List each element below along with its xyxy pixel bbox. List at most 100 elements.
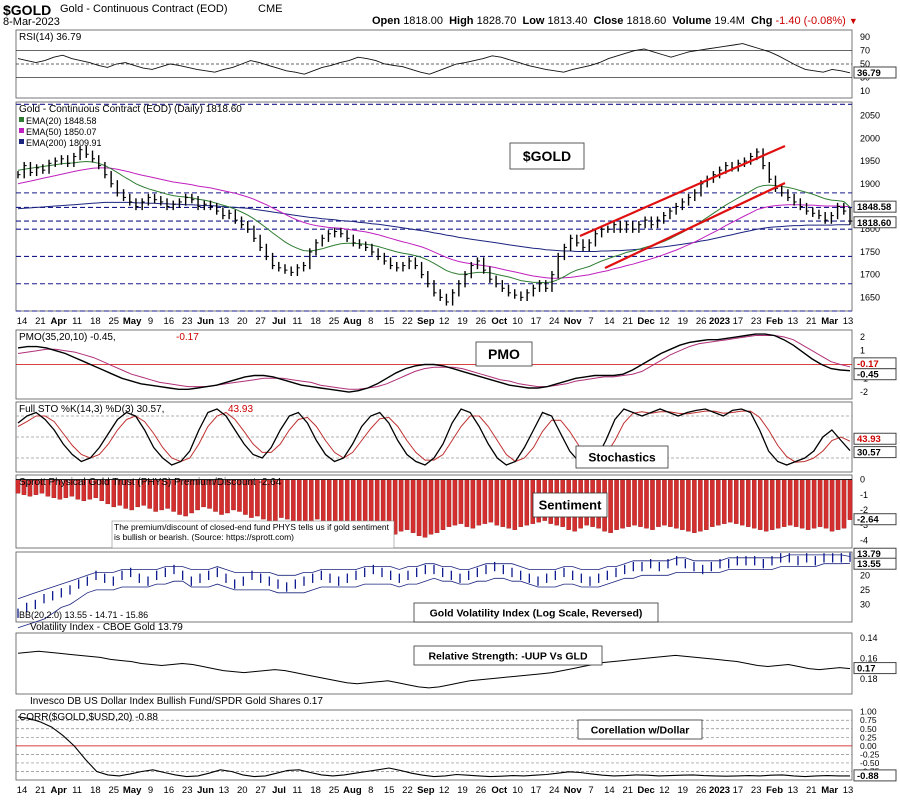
stoch-d-last-value-box	[853, 432, 897, 445]
x-axis-label: Sep	[417, 316, 435, 327]
x-axis-label: Dec	[637, 316, 654, 327]
x-axis-label: 23	[751, 785, 762, 796]
x-axis-label: Dec	[637, 785, 654, 796]
sentiment-bar	[291, 479, 296, 523]
sentiment-last-value-box	[853, 513, 897, 526]
sentiment-bar	[763, 479, 769, 532]
relstrength-last-value: 0.17	[857, 664, 876, 675]
sentiment-bar	[740, 479, 745, 526]
x-axis-label: 22	[402, 316, 413, 327]
corr-annotation-box	[577, 719, 703, 740]
symbol-label: $GOLD	[3, 2, 52, 18]
x-axis-label: 21	[622, 785, 633, 796]
x-axis-label: 26	[476, 785, 487, 796]
relstrength-annotation-box	[413, 645, 603, 666]
sentiment-bar	[728, 479, 733, 523]
sentiment-bar	[817, 479, 823, 527]
sentiment-bar	[662, 479, 667, 526]
x-axis-label: Mar	[821, 785, 838, 796]
x-axis-label: 17	[531, 785, 542, 796]
gvz-bb-lower-value-box	[853, 557, 897, 570]
sentiment-bar	[626, 479, 631, 527]
sentiment-bar	[620, 479, 625, 529]
x-axis-label: 19	[678, 785, 689, 796]
sentiment-bar	[350, 479, 356, 527]
rsi-last-value-box	[853, 66, 897, 79]
sentiment-bar	[823, 479, 829, 529]
rsi-tick-label: 50	[860, 59, 870, 69]
sentiment-bar	[315, 479, 320, 520]
sentiment-bar	[285, 479, 290, 520]
x-axis-label: Nov	[564, 316, 583, 327]
sentiment-note-wrapper: The premium/discount of closed-end fund …	[114, 522, 389, 542]
ema200-line	[17, 201, 850, 252]
price-tick-label: 1950	[860, 156, 880, 166]
sentiment-bar	[506, 479, 512, 529]
gvz-last-value: 13.79	[857, 549, 881, 560]
volume-value: 19.4M	[714, 15, 745, 27]
x-axis-label: 21	[806, 785, 817, 796]
x-axis-label: Feb	[766, 785, 783, 796]
sentiment-annotation-box	[532, 492, 608, 518]
sentiment-bar	[787, 479, 793, 526]
x-axis-label: 9	[148, 785, 153, 796]
x-axis-label: 22	[402, 785, 413, 796]
sentiment-bar	[799, 479, 805, 529]
relstrength-tick-label: 0.14	[860, 633, 878, 643]
sentiment-tick-label: -4	[860, 535, 868, 545]
pmo-title: PMO(35,20,10) -0.45,	[19, 332, 116, 343]
x-axis-label: 13	[219, 785, 230, 796]
sentiment-bar	[805, 479, 811, 530]
price-tick-label: 1650	[860, 292, 880, 302]
down-arrow-icon: ▼	[848, 16, 858, 26]
pmo-last-value-box	[853, 368, 897, 381]
sentiment-bar	[446, 479, 452, 527]
x-axis-label: 18	[310, 785, 321, 796]
ema-legend-label: EMA(200) 1809.91	[26, 138, 102, 148]
x-axis-label: May	[123, 785, 142, 796]
x-axis-label: 12	[439, 316, 450, 327]
sentiment-bar	[698, 479, 703, 532]
low-value: 1813.40	[547, 15, 588, 27]
x-axis-label: 21	[35, 785, 46, 796]
sentiment-bar	[847, 479, 853, 520]
pmo-signal-line	[17, 335, 851, 390]
rsi-tick-label: 70	[860, 45, 870, 55]
instrument-name: Gold - Continuous Contract (EOD)	[60, 3, 228, 15]
sentiment-bar	[775, 479, 781, 529]
ema-legend-label: EMA(20) 1848.58	[26, 116, 97, 126]
sentiment-bar	[494, 479, 500, 526]
x-axis-label: 11	[72, 316, 82, 327]
x-axis-label: 14	[17, 316, 28, 327]
x-axis-label: 17	[733, 316, 744, 327]
corr-annotation: Corellation w/Dollar	[591, 724, 690, 736]
corr-tick-label: 0.50	[860, 724, 877, 734]
sentiment-bar	[297, 479, 302, 526]
corr-last-value-box	[853, 769, 897, 782]
close-last-value-box	[853, 216, 897, 229]
price-title: Gold - Continuous Contract (EOD) (Daily)…	[19, 104, 242, 115]
sentiment-bar	[614, 479, 619, 530]
stoch-title: Full STO %K(14,3) %D(3) 30.57,	[19, 404, 164, 415]
stoch-k-last-value: 30.57	[857, 448, 881, 459]
sentiment-bar	[704, 479, 709, 530]
price-tick-label: 2050	[860, 111, 880, 121]
x-axis-label: 19	[678, 316, 689, 327]
sentiment-bar	[751, 479, 757, 529]
ema-legend-label: EMA(50) 1850.07	[26, 127, 97, 137]
relstrength-panel	[15, 632, 853, 695]
corr-line	[17, 716, 850, 778]
x-axis-label: 23	[751, 316, 762, 327]
ohlc-readout: Open 1818.00 High 1828.70 Low 1813.40 Cl…	[372, 15, 858, 27]
stoch-annotation: Stochastics	[588, 450, 656, 464]
sentiment-bar	[476, 479, 482, 526]
x-axis-label: Aug	[343, 785, 362, 796]
x-axis-label: 23	[182, 316, 193, 327]
high-value: 1828.70	[476, 15, 517, 27]
relstrength-last-value-box	[853, 662, 897, 675]
pmo-title-signal: -0.17	[176, 332, 199, 343]
x-axis-label: 25	[108, 316, 119, 327]
x-axis-label: 12	[439, 785, 450, 796]
x-axis-label: 10	[512, 785, 523, 796]
sentiment-bar	[398, 479, 404, 532]
